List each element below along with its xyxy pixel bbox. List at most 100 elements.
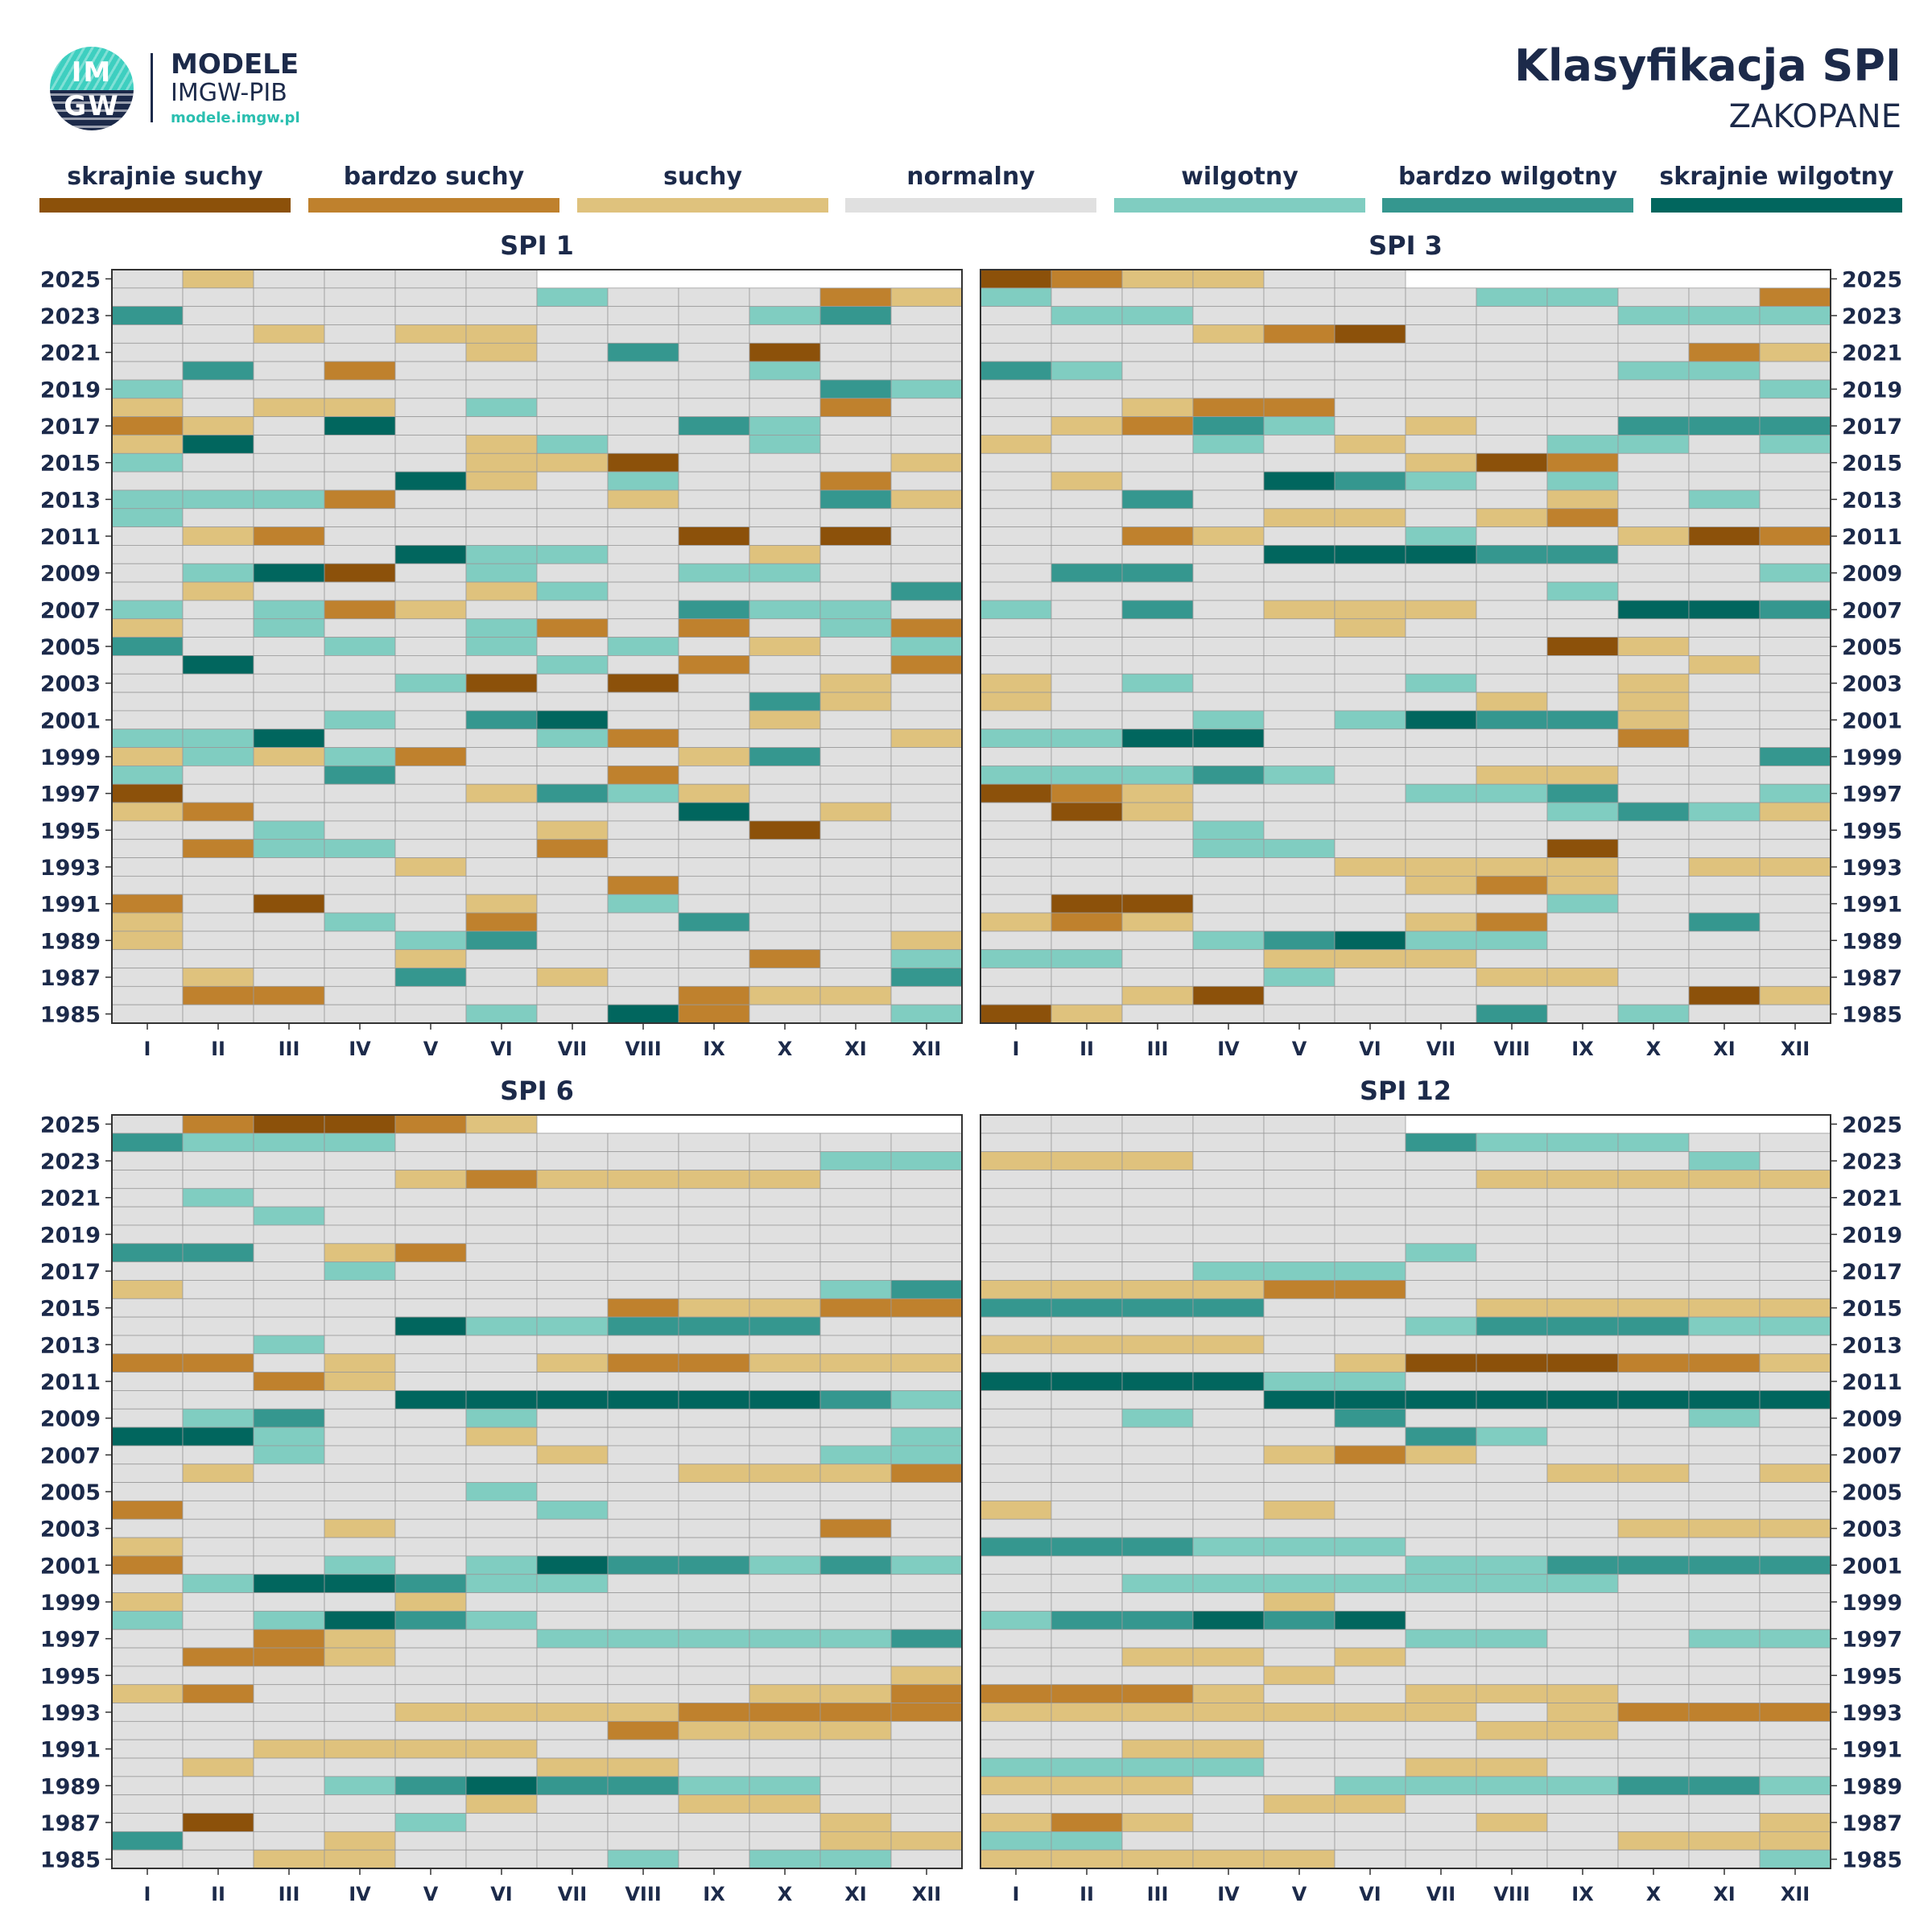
heatmap-cell [394,563,467,583]
heatmap-cell [111,508,184,528]
heatmap-cell [1405,839,1477,858]
heatmap-cell [1121,618,1194,638]
heatmap-cell [465,324,538,344]
heatmap-cell [890,1408,963,1428]
heatmap-cell [1759,1739,1831,1759]
heatmap-cell [980,1206,1052,1226]
y-tick-label: 2015 [1842,1297,1902,1322]
heatmap-cell [607,802,679,822]
heatmap-cell [1263,1004,1335,1024]
heatmap-cell [1334,1004,1406,1024]
heatmap-cell [1121,1408,1194,1428]
heatmap-cell [182,287,254,308]
heatmap-cell [1051,581,1123,601]
heatmap-cell [1405,949,1477,968]
heatmap-cell [1405,1463,1477,1483]
y-tick-label: 2011 [1842,1370,1902,1395]
heatmap-cell [980,1537,1052,1557]
y-tick-label: 2021 [40,1187,101,1212]
heatmap-cell [253,1629,325,1649]
heatmap-cell [1263,968,1335,987]
heatmap-cell [1405,471,1477,491]
heatmap-cell [1688,1426,1761,1447]
heatmap-cell [1263,894,1335,914]
y-tick-label: 2015 [1842,452,1902,477]
heatmap-cell [890,581,963,601]
y-tick-label: 2001 [1842,1554,1902,1579]
heatmap-cell [678,875,750,895]
y-tick-label: 2021 [1842,341,1902,366]
heatmap-cell [749,1445,821,1465]
heatmap-cell [324,1574,396,1593]
heatmap-cell [980,600,1052,620]
heatmap-cell [607,1794,679,1814]
heatmap-cell [253,379,325,399]
heatmap-cell [1051,1501,1123,1520]
heatmap-cell [678,1335,750,1355]
heatmap-cell [1334,1445,1406,1465]
heatmap-cell [890,673,963,693]
heatmap-cell [182,1170,254,1189]
heatmap-cell [465,1151,538,1170]
heatmap-cell [1546,1004,1619,1024]
heatmap-cell [465,1353,538,1373]
heatmap-cell [1759,287,1831,308]
heatmap-cell [607,618,679,638]
heatmap-cell [1405,1335,1477,1355]
heatmap-cell [111,1133,184,1153]
heatmap-cell [1051,1243,1123,1263]
heatmap-cell [394,489,467,510]
heatmap-cell [324,600,396,620]
heatmap-cell [111,489,184,510]
heatmap-cell [1334,1720,1406,1740]
heatmap-cell [324,1849,396,1869]
heatmap-cell [1051,1004,1123,1024]
heatmap-cell [819,618,892,638]
heatmap-cell [819,563,892,583]
x-tick-label: XI [844,1883,866,1905]
heatmap-cell [1334,1335,1406,1355]
x-tick-label: I [144,1883,151,1905]
heatmap-cell [1192,1372,1265,1391]
heatmap-cell [111,1482,184,1501]
heatmap-cell [111,949,184,968]
heatmap-cell [1759,526,1831,546]
heatmap-cell [1192,471,1265,491]
heatmap-cell [1688,471,1761,491]
heatmap-cell [253,985,325,1005]
heatmap-cell [394,471,467,491]
heatmap-cell [1051,1537,1123,1557]
heatmap-cell [182,802,254,822]
heatmap-cell [607,379,679,399]
heatmap-cell [749,1482,821,1501]
heatmap-cell [465,306,538,325]
heatmap-cell [1051,563,1123,583]
heatmap-cell [1688,985,1761,1005]
heatmap-cell [1051,1482,1123,1501]
heatmap-cell [678,1170,750,1189]
heatmap-cell [1546,637,1619,656]
heatmap-cell [980,1666,1052,1686]
heatmap-cell [465,1647,538,1667]
heatmap-cell [890,968,963,987]
heatmap-cell [607,1776,679,1796]
y-tick-label: 2017 [40,415,101,440]
heatmap-cell [536,1445,609,1465]
legend-swatch [577,198,828,213]
y-tick-label: 2009 [1842,1407,1902,1432]
legend-item: skrajnie suchy [39,161,291,213]
heatmap-cell [1688,820,1761,840]
heatmap-cell [678,1261,750,1281]
heatmap-cell [1759,1463,1831,1483]
heatmap-cell [1121,379,1194,399]
heatmap-cell [1476,802,1548,822]
heatmap-cell [1405,1518,1477,1538]
heatmap-cell [394,1831,467,1851]
heatmap-cell [890,1757,963,1777]
heatmap-cell [678,1555,750,1575]
heatmap-cell [890,783,963,803]
heatmap-cell [1476,287,1548,308]
heatmap-cell [890,508,963,528]
heatmap-cell [1263,1610,1335,1630]
heatmap-cell [182,765,254,785]
